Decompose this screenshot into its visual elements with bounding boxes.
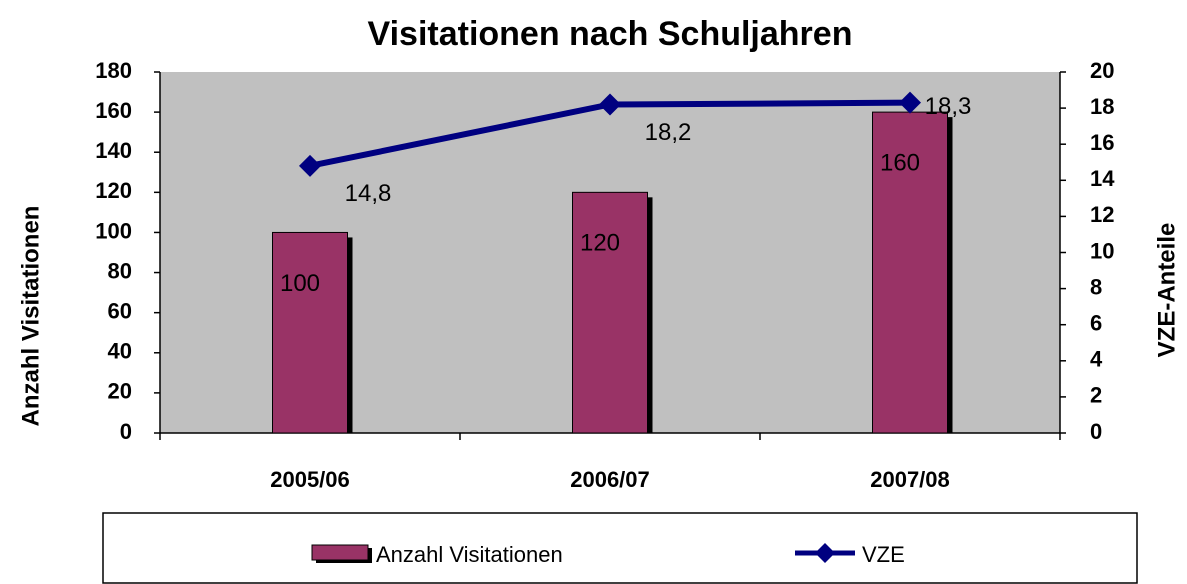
y2-tick-label: 2 — [1090, 383, 1102, 408]
y-tick-label: 120 — [95, 178, 132, 203]
marker — [899, 91, 921, 114]
chart-title: Visitationen nach Schuljahren — [368, 15, 853, 53]
data-label: 14,8 — [345, 180, 392, 207]
y2-tick-label: 20 — [1090, 58, 1114, 83]
bar — [572, 191, 648, 434]
data-label: 160 — [880, 149, 920, 176]
legend-swatch — [311, 544, 369, 561]
y2-tick-label: 6 — [1090, 311, 1102, 336]
y-tick-label: 60 — [108, 298, 132, 323]
bar — [272, 231, 348, 434]
y2-tick-label: 10 — [1090, 238, 1114, 263]
y-tick-label: 80 — [108, 258, 132, 283]
legend-box — [102, 512, 1138, 584]
y2-tick-label: 12 — [1090, 202, 1114, 227]
y-tick-label: 40 — [108, 339, 132, 364]
y-tick-label: 160 — [95, 98, 132, 123]
y-tick-label: 0 — [120, 419, 132, 444]
legend-marker — [815, 543, 835, 563]
data-label: 18,3 — [925, 93, 972, 120]
y-tick-label: 100 — [95, 218, 132, 243]
y-tick-label: 20 — [108, 379, 132, 404]
y2-axis-title: VZE-Anteile — [1153, 223, 1180, 358]
legend-label: Anzahl Visitationen — [376, 542, 563, 567]
y2-tick-label: 14 — [1090, 166, 1115, 191]
legend-label: VZE — [862, 542, 905, 567]
y-tick-label: 140 — [95, 138, 132, 163]
y2-tick-label: 16 — [1090, 130, 1114, 155]
x-tick-label: 2007/08 — [870, 467, 950, 492]
data-label: 120 — [580, 230, 620, 257]
data-label: 100 — [280, 270, 320, 297]
y2-tick-label: 4 — [1090, 347, 1103, 372]
y-axis-title: Anzahl Visitationen — [17, 206, 44, 427]
x-tick-label: 2005/06 — [270, 467, 350, 492]
marker — [599, 93, 621, 116]
marker — [299, 154, 321, 177]
y2-tick-label: 0 — [1090, 419, 1102, 444]
y2-tick-label: 8 — [1090, 274, 1102, 299]
x-tick-label: 2006/07 — [570, 467, 650, 492]
y2-tick-label: 18 — [1090, 94, 1114, 119]
y-tick-label: 180 — [95, 58, 132, 83]
bar — [872, 111, 948, 434]
data-label: 18,2 — [645, 119, 692, 146]
